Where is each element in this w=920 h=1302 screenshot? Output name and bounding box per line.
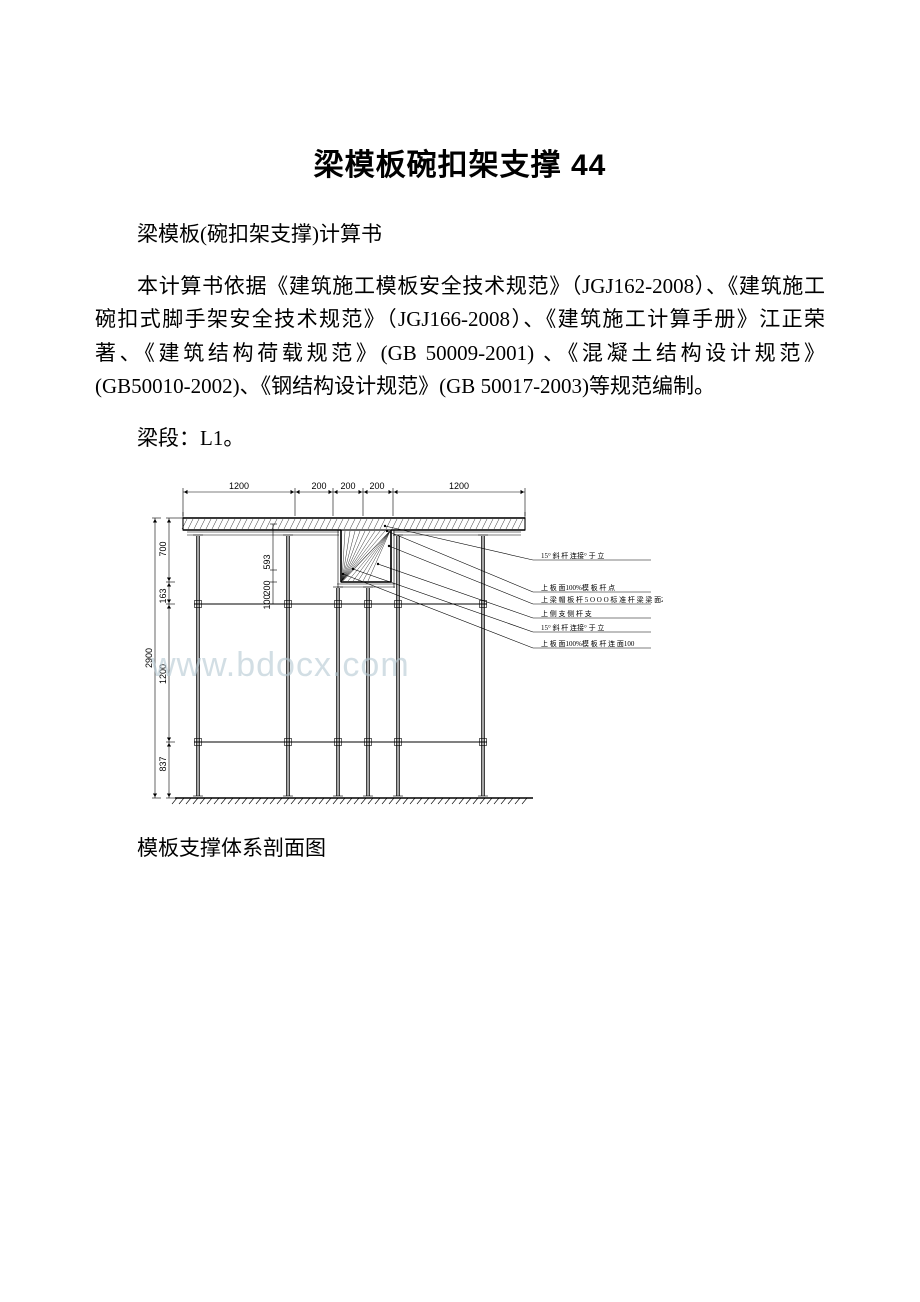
svg-text:1200: 1200 bbox=[229, 481, 249, 491]
svg-text:700: 700 bbox=[158, 541, 168, 556]
svg-text:837: 837 bbox=[158, 756, 168, 771]
paragraph-1: 梁模板(碗扣架支撑)计算书 bbox=[95, 218, 825, 252]
svg-text:上 侧 支 侧 杆 支: 上 侧 支 侧 杆 支 bbox=[541, 609, 592, 618]
svg-text:200: 200 bbox=[262, 580, 272, 595]
section-diagram: 1200 200 200 200 1200 2900 700 163 1200 837 593 200… bbox=[143, 474, 663, 814]
svg-text:上 梁 帽 板 杆 5 O O O 标 准 杆 梁 梁: 上 梁 帽 板 杆 5 O O O 标 准 杆 梁 梁 面200 bbox=[541, 595, 663, 604]
svg-text:1200: 1200 bbox=[449, 481, 469, 491]
svg-text:15° 斜 杆 连接° 于 立: 15° 斜 杆 连接° 于 立 bbox=[541, 623, 604, 632]
paragraph-3: 梁段：L1。 bbox=[95, 422, 825, 456]
svg-text:上 板 面100%模 板 杆 点: 上 板 面100%模 板 杆 点 bbox=[541, 583, 615, 592]
svg-text:200: 200 bbox=[340, 481, 355, 491]
svg-text:163: 163 bbox=[158, 588, 168, 603]
diagram-caption: 模板支撑体系剖面图 bbox=[95, 832, 825, 866]
diagram-container: www.bdocx.com 12002002002001200290070016… bbox=[143, 474, 825, 814]
svg-text:1200: 1200 bbox=[158, 664, 168, 684]
svg-text:200: 200 bbox=[369, 481, 384, 491]
paragraph-2: 本计算书依据《建筑施工模板安全技术规范》（JGJ162-2008）、《建筑施工碗… bbox=[95, 270, 825, 404]
svg-text:593: 593 bbox=[262, 554, 272, 569]
svg-text:15° 斜 杆 连接° 于 立: 15° 斜 杆 连接° 于 立 bbox=[541, 551, 604, 560]
svg-text:200: 200 bbox=[311, 481, 326, 491]
svg-text:100: 100 bbox=[262, 594, 272, 609]
page-title: 梁模板碗扣架支撑 44 bbox=[95, 140, 825, 184]
svg-text:2900: 2900 bbox=[144, 648, 154, 668]
svg-text:上 板 面100%模 板 杆 连 面100: 上 板 面100%模 板 杆 连 面100 bbox=[541, 639, 635, 648]
